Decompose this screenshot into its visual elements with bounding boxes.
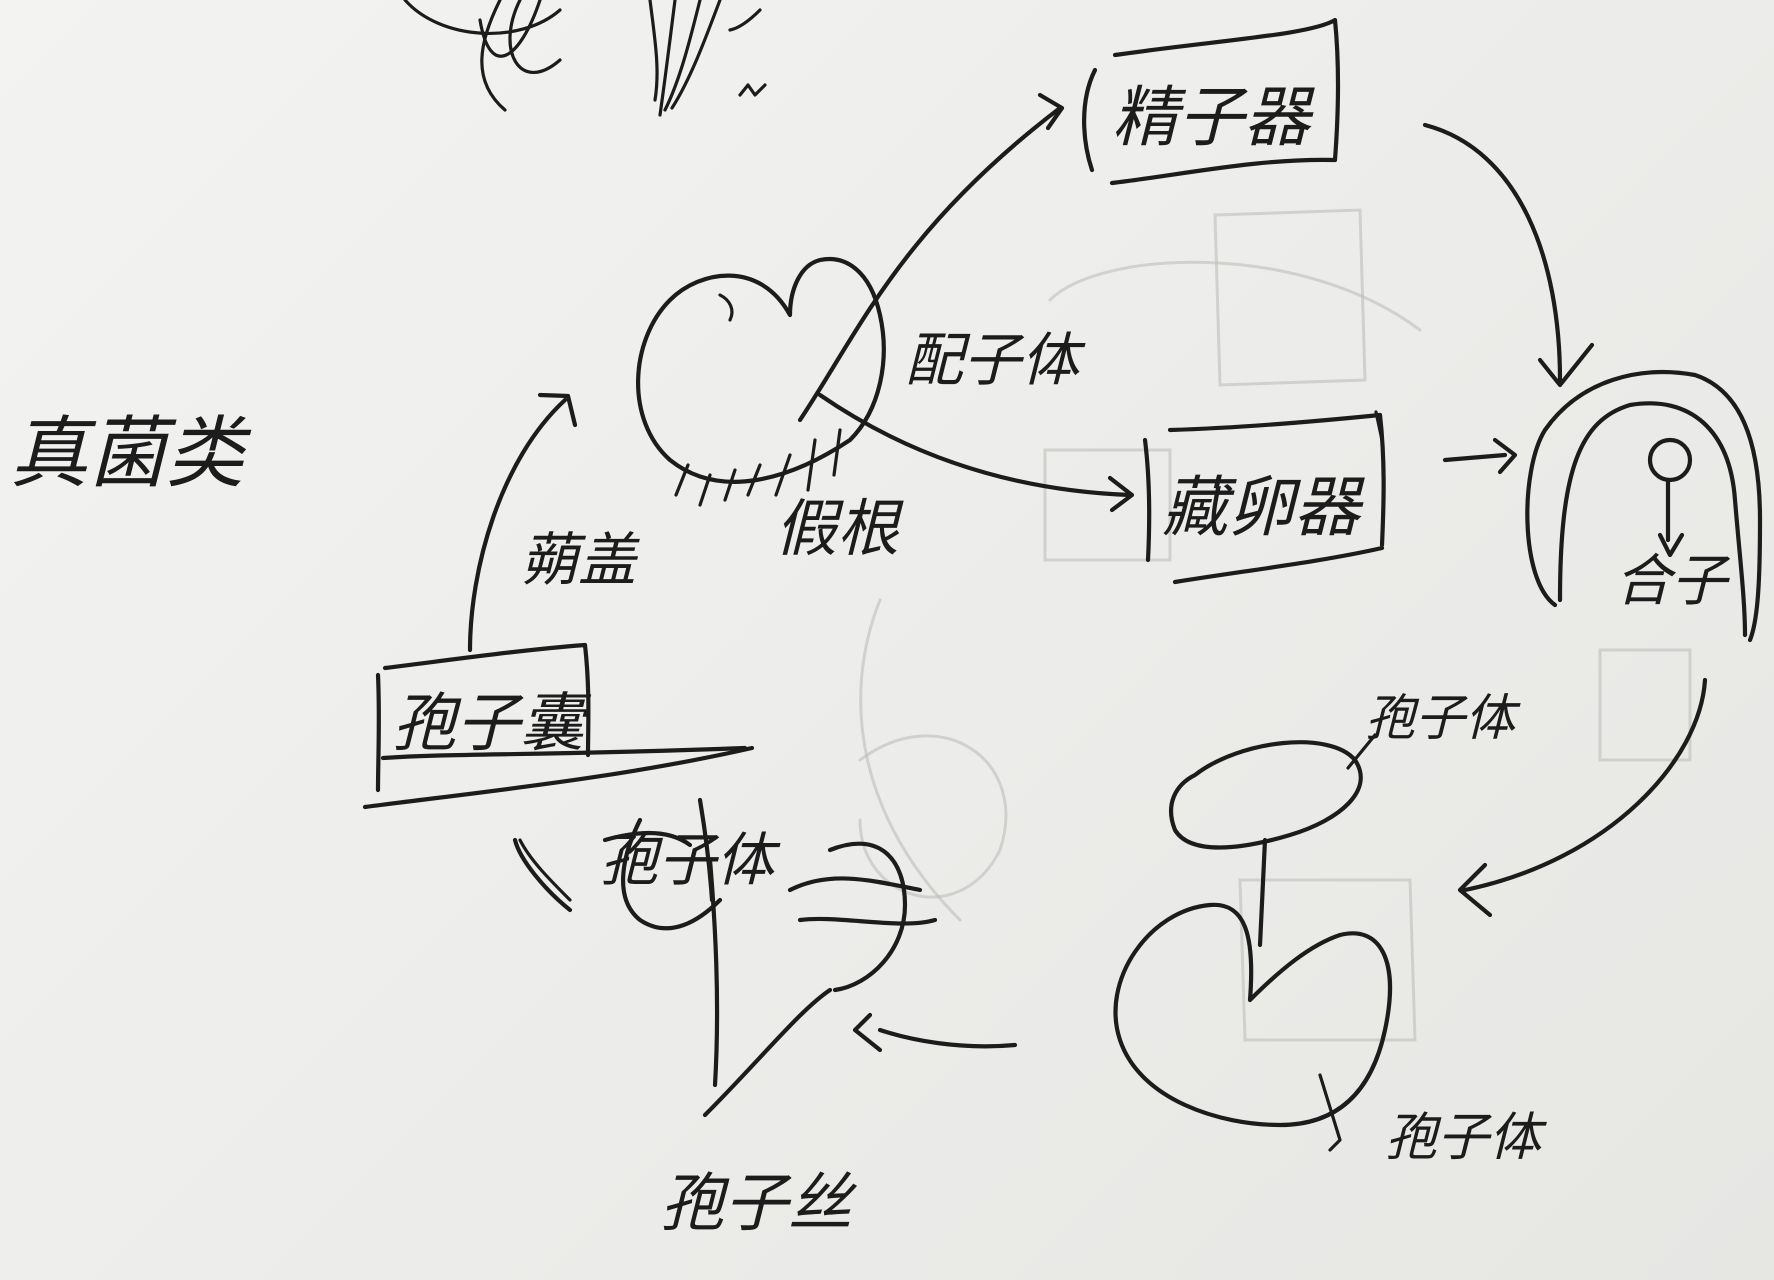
zygote-drawing: 合子: [1525, 370, 1763, 643]
sperm-organ-node: 精子器: [1082, 17, 1341, 186]
spore-body-label: 孢子体: [1365, 689, 1521, 747]
arrow-to-sperm-organ: [797, 105, 1063, 423]
arrow-to-egg-organ: [817, 392, 1133, 498]
gametophyte-drawing: 配子体 假根 蒴盖: [520, 257, 1086, 594]
gametophyte-label: 配子体: [905, 326, 1086, 394]
mycelium-label: 孢子丝: [660, 1167, 858, 1241]
germling-label: 孢子体: [600, 826, 781, 894]
arrow-sperm-to-zygote: [1422, 122, 1563, 383]
egg-organ-node: 藏卵器: [1142, 410, 1386, 585]
arrowhead-sporangium-to-gametophyte: [537, 392, 578, 428]
zygote-label: 合子: [1615, 549, 1731, 614]
arrow-zygote-to-sporophyte: [1462, 677, 1708, 893]
sperm-organ-label: 精子器: [1112, 79, 1315, 156]
sporangium-label: 孢子囊: [392, 687, 592, 761]
arrowhead-egg-organ: [1107, 475, 1135, 513]
cycle-arrows: [467, 92, 1708, 1053]
sporophyte-drawing: 孢子体 孢子体: [1113, 689, 1547, 1168]
arrowhead-sperm-organ: [1037, 92, 1065, 131]
rhizoid-label: 假根: [775, 492, 904, 565]
arrowhead-sporophyte-to-germling: [852, 1012, 883, 1053]
germling-drawing: 孢子体 孢子丝: [518, 797, 938, 1241]
egg-organ-label: 藏卵器: [1162, 469, 1365, 546]
arrowhead-sperm-to-zygote: [1537, 342, 1595, 388]
sporophyte-footnote-label: 孢子体: [1385, 1108, 1547, 1168]
background-show-through: [858, 208, 1692, 1042]
stomium-label: 蒴盖: [520, 526, 640, 594]
diagram-title: 真菌类: [10, 409, 252, 499]
arrow-egg-to-zygote: [1442, 452, 1508, 463]
arrowhead-zygote-to-sporophyte: [1457, 862, 1493, 918]
arrowhead-egg-to-zygote: [1492, 437, 1518, 475]
sporangium-node: 孢子囊: [362, 642, 755, 810]
arrow-sporophyte-to-germling: [877, 1027, 1018, 1049]
arrow-sporangium-to-gametophyte: [467, 397, 568, 653]
top-sketch: [403, 0, 767, 117]
arrow-germling-to-sporangium: [512, 837, 573, 913]
